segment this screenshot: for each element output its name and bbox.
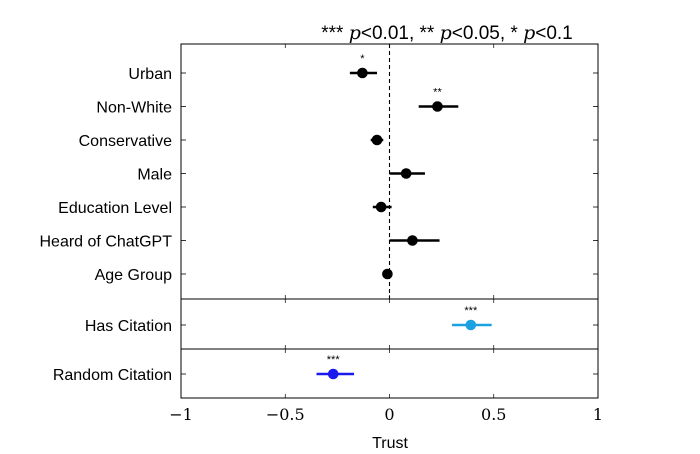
point-estimate [327,368,339,380]
chart-title-part: p [523,22,535,44]
panel-frame [180,298,599,350]
point-estimate [382,268,393,280]
chart-title-part: *** [321,23,348,44]
coefficient-row: Education Level [58,200,598,217]
coefficient-row: Has Citation *** [85,305,598,335]
point-estimate [357,67,368,79]
chart-title-part: p [440,22,452,44]
plot-panels: Urban * Non-White ** Conservative Male Educati… [40,43,599,399]
panel-random-citation: Random Citation *** [53,348,599,399]
point-estimate [375,201,387,213]
x-tick-label: 0.5 [481,405,506,424]
significance-stars: *** [464,305,478,317]
x-axis: −1 −0.5 0 0.5 1 [169,405,603,424]
chart-title-part: p [349,22,361,44]
coefficient-row: Conservative [79,133,598,150]
x-axis-label: Trust [372,435,408,452]
point-estimate [400,168,412,179]
x-tick-label: −1 [169,405,193,424]
coefficient-row: Male [137,167,598,184]
chart-title: *** p<0.01, ** p<0.05, * p<0.1 [321,22,573,44]
row-label: Non-White [96,100,172,117]
point-estimate [465,319,477,331]
panel-has-citation: Has Citation *** [85,298,599,350]
row-label: Conservative [79,133,172,150]
row-label: Age Group [95,267,172,284]
point-estimate [371,134,383,146]
row-label: Has Citation [85,318,172,335]
coefficient-row: Heard of ChatGPT [40,234,598,251]
row-label: Random Citation [53,367,172,384]
significance-stars: *** [327,354,341,366]
significance-stars: ** [433,87,442,99]
point-estimate [407,235,418,246]
panel-demographics: Urban * Non-White ** Conservative Male Educati… [40,43,599,300]
row-label: Urban [128,66,172,83]
coefficient-row: Age Group [95,267,598,284]
chart-title-part: <0.01, ** [361,23,440,44]
significance-stars: * [360,53,365,65]
chart-title-part: <0.1 [535,23,573,44]
coefficient-row: Random Citation *** [53,354,598,384]
x-tick-label: −0.5 [266,405,305,424]
coefficient-row: Urban * [128,53,598,83]
x-tick-label: 1 [593,405,603,424]
coefficient-row: Non-White ** [96,87,598,117]
row-label: Education Level [58,200,172,217]
x-tick-label: 0 [384,405,394,424]
row-label: Heard of ChatGPT [40,234,173,251]
row-label: Male [137,167,172,184]
point-estimate [432,101,443,112]
panel-frame [180,348,599,399]
chart-title-part: <0.05, * [452,23,523,44]
